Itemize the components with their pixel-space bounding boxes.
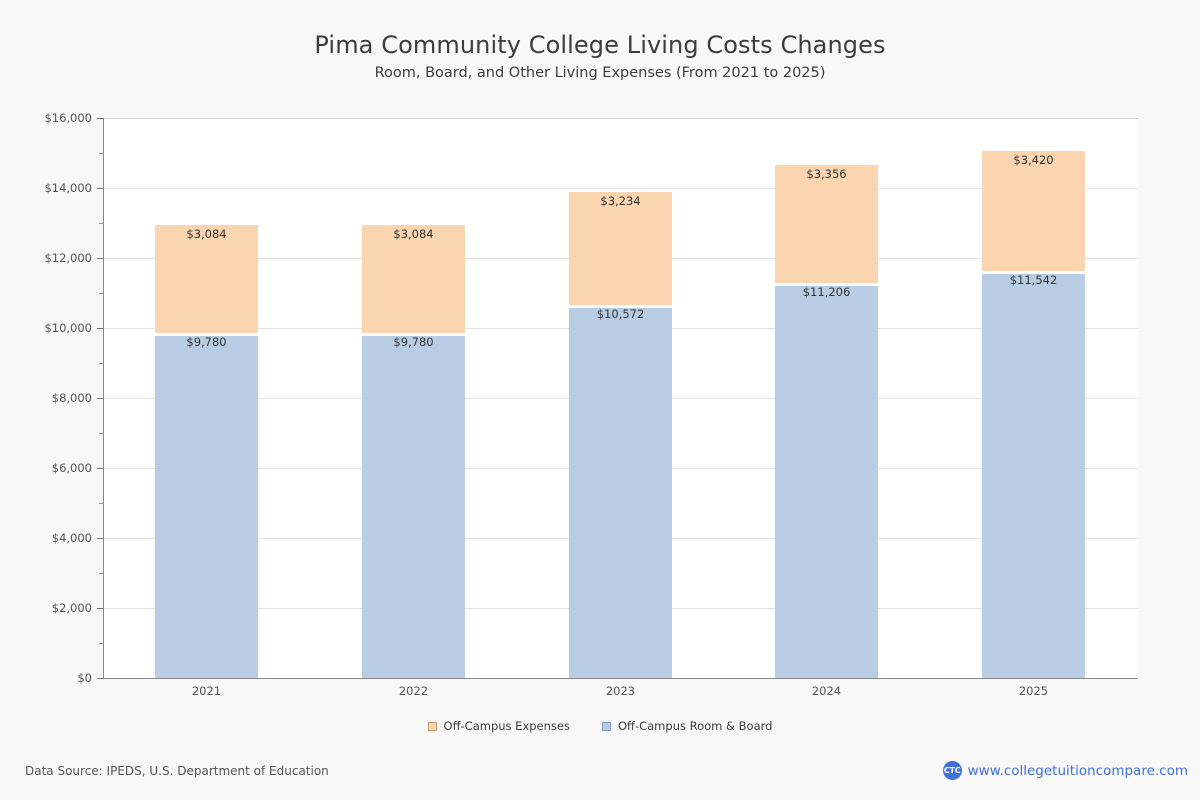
y-axis-label: $6,000 bbox=[51, 461, 92, 475]
legend-item[interactable]: Off-Campus Expenses bbox=[427, 719, 570, 733]
bar-value-label-room-board: $11,206 bbox=[802, 284, 851, 299]
bar-value-label-expenses: $3,234 bbox=[600, 193, 641, 208]
bar-value-label-expenses: $3,084 bbox=[393, 226, 434, 241]
bar-value-label-expenses: $3,420 bbox=[1013, 153, 1054, 168]
bar-value-label-expenses: $3,084 bbox=[186, 226, 227, 241]
ctc-logo-icon: CTC bbox=[942, 761, 962, 780]
bar-segment-room-board[interactable] bbox=[362, 335, 465, 678]
legend-swatch-icon bbox=[427, 721, 437, 731]
x-axis-label: 2022 bbox=[398, 684, 429, 698]
legend-label: Off-Campus Expenses bbox=[443, 719, 570, 733]
bar-group[interactable] bbox=[155, 118, 258, 678]
legend-label: Off-Campus Room & Board bbox=[617, 719, 773, 733]
bar-value-label-room-board: $9,780 bbox=[186, 334, 227, 349]
x-axis-label: 2024 bbox=[811, 684, 842, 698]
y-axis-label: $12,000 bbox=[44, 251, 92, 265]
y-axis-label: $10,000 bbox=[44, 321, 92, 335]
bar-group[interactable] bbox=[362, 118, 465, 678]
chart-legend: Off-Campus Expenses Off-Campus Room & Boa… bbox=[0, 719, 1200, 733]
legend-swatch-icon bbox=[601, 721, 611, 731]
bar-value-label-expenses: $3,356 bbox=[806, 167, 847, 182]
bar-segment-room-board[interactable] bbox=[982, 274, 1085, 678]
x-axis-label: 2023 bbox=[605, 684, 636, 698]
chart-title: Pima Community College Living Costs Chan… bbox=[314, 31, 886, 59]
gridline bbox=[104, 118, 1138, 119]
chart-subtitle: Room, Board, and Other Living Expenses (… bbox=[374, 65, 826, 81]
gridline bbox=[104, 188, 1138, 189]
bar-segment-expenses[interactable] bbox=[362, 224, 465, 333]
y-axis-label: $4,000 bbox=[51, 531, 92, 545]
y-axis-label: $8,000 bbox=[51, 391, 92, 405]
bar-segment-expenses[interactable] bbox=[569, 191, 672, 305]
bar-segment-expenses[interactable] bbox=[775, 165, 878, 283]
y-axis-label: $14,000 bbox=[44, 181, 92, 195]
data-source-text: Data Source: IPEDS, U.S. Department of E… bbox=[25, 764, 329, 778]
brand-url-text: www.collegetuitioncompare.com bbox=[967, 762, 1188, 779]
y-axis-label: $0 bbox=[77, 671, 92, 685]
bar-value-label-room-board: $11,542 bbox=[1009, 273, 1058, 288]
y-axis-label: $16,000 bbox=[44, 111, 92, 125]
bar-segment-room-board[interactable] bbox=[155, 335, 258, 678]
bar-group[interactable] bbox=[569, 118, 672, 678]
bar-group[interactable] bbox=[982, 118, 1085, 678]
bar-segment-room-board[interactable] bbox=[775, 285, 878, 678]
bar-segment-expenses[interactable] bbox=[982, 151, 1085, 272]
bar-value-label-room-board: $9,780 bbox=[393, 334, 434, 349]
x-axis-label: 2025 bbox=[1018, 684, 1049, 698]
y-axis-label: $2,000 bbox=[51, 601, 92, 615]
legend-item[interactable]: Off-Campus Room & Board bbox=[601, 719, 773, 733]
bar-segment-room-board[interactable] bbox=[569, 307, 672, 678]
brand-link[interactable]: CTC www.collegetuitioncompare.com bbox=[942, 761, 1188, 780]
bar-segment-expenses[interactable] bbox=[155, 224, 258, 333]
bar-value-label-room-board: $10,572 bbox=[596, 306, 645, 321]
bar-group[interactable] bbox=[775, 118, 878, 678]
x-axis-label: 2021 bbox=[191, 684, 222, 698]
